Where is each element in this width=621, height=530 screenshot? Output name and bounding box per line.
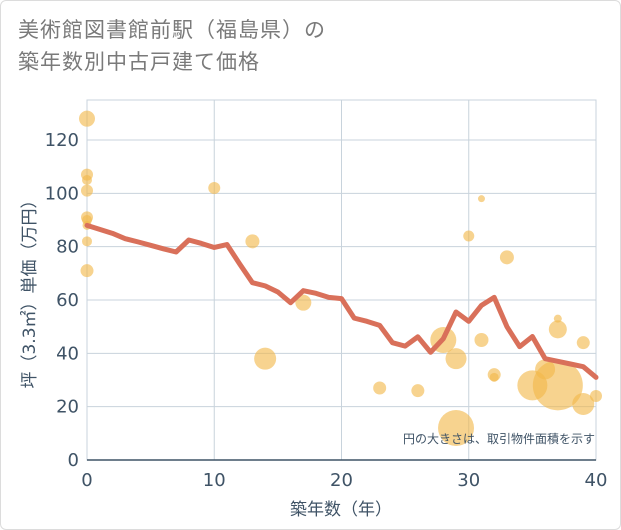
average-price-line bbox=[84, 222, 599, 380]
scatter-point bbox=[81, 184, 93, 197]
x-tick-label: 0 bbox=[81, 470, 92, 491]
x-tick-label: 40 bbox=[585, 470, 608, 491]
scatter-point bbox=[80, 264, 94, 278]
scatter-point bbox=[576, 336, 590, 350]
chart-title: 美術館図書館前駅（福島県）の 築年数別中古戸建て価格 bbox=[18, 14, 326, 78]
x-tick-label: 30 bbox=[457, 470, 480, 491]
scatter-point bbox=[438, 410, 475, 446]
y-tick-label: 120 bbox=[45, 130, 79, 151]
scatter-point bbox=[487, 368, 501, 382]
scatter-point bbox=[373, 381, 387, 395]
scatter-point bbox=[79, 110, 95, 127]
chart-title-line1: 美術館図書館前駅（福島県）の bbox=[18, 18, 326, 42]
scatter-point bbox=[208, 182, 221, 194]
bubble-series bbox=[79, 110, 602, 446]
y-tick-label: 0 bbox=[68, 450, 79, 471]
scatter-point bbox=[82, 175, 92, 185]
scatter-point bbox=[254, 347, 277, 370]
y-tick-label: 60 bbox=[56, 290, 79, 311]
grid-lines bbox=[86, 99, 597, 461]
scatter-point bbox=[474, 333, 489, 347]
y-axis-title: 坪（3.3㎡）単価（万円） bbox=[20, 191, 40, 388]
scatter-point bbox=[463, 230, 475, 242]
scatter-point bbox=[445, 348, 467, 370]
scatter-point bbox=[548, 320, 567, 339]
x-tick-label: 20 bbox=[330, 470, 353, 491]
y-tick-label: 100 bbox=[45, 183, 79, 204]
chart-title-line2: 築年数別中古戸建て価格 bbox=[18, 50, 260, 74]
x-axis-title: 築年数（年） bbox=[290, 500, 392, 520]
scatter-point bbox=[295, 294, 312, 311]
y-tick-label: 80 bbox=[56, 237, 79, 258]
y-tick-label: 20 bbox=[56, 397, 79, 418]
scatter-point bbox=[532, 360, 583, 411]
scatter-point bbox=[411, 384, 425, 398]
scatter-point bbox=[499, 250, 514, 265]
scatter-point bbox=[590, 390, 602, 402]
scatter-point bbox=[477, 195, 485, 203]
x-tick-label: 10 bbox=[203, 470, 226, 491]
scatter-point bbox=[245, 234, 260, 249]
axis-ticks: 0 20 40 60 80 100 120 0 10 20 30 40 bbox=[45, 130, 608, 491]
bubble-size-note: 円の大きさは、取引物件面積を示す bbox=[403, 431, 595, 446]
scatter-point bbox=[82, 236, 92, 247]
y-tick-label: 40 bbox=[56, 343, 79, 364]
scatter-point bbox=[572, 393, 595, 415]
